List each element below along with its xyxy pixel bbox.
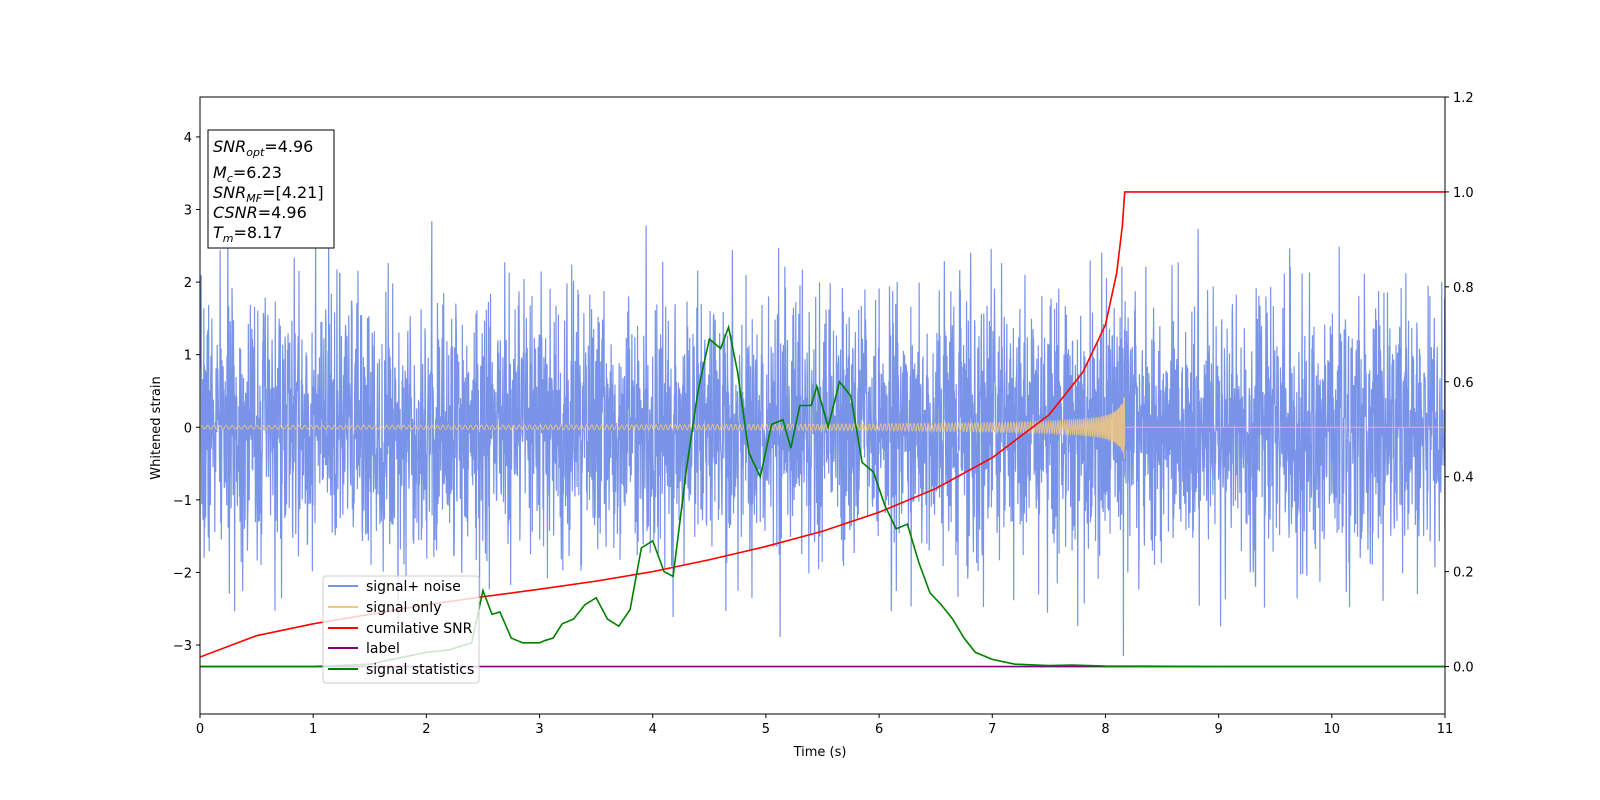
- y-left-tick-label: −1: [173, 494, 192, 509]
- snr-opt-symbol: SNR: [213, 137, 246, 156]
- mc-value: =6.23: [233, 163, 282, 182]
- x-tick-label: 1: [309, 722, 317, 737]
- legend-item-cumulative-snr: cumilative SNR: [328, 621, 473, 637]
- annotation-box-frame: [207, 129, 335, 249]
- x-tick-label: 9: [1214, 722, 1222, 737]
- x-tick-label: 11: [1437, 722, 1454, 737]
- y-left-tick-label: −2: [173, 566, 192, 581]
- legend-label-signal-noise: signal+ noise: [366, 579, 461, 595]
- series-signal-only-line: [200, 396, 1445, 460]
- snr-mf-subscript: MF: [246, 192, 262, 205]
- x-tick-label: 5: [762, 722, 770, 737]
- x-tick-label: 4: [649, 722, 657, 737]
- y-left-tick-label: 0: [184, 421, 192, 436]
- x-tick-label: 10: [1324, 722, 1341, 737]
- legend-label-signal-statistics: signal statistics: [366, 662, 474, 678]
- y-axis-label: Whitened strain: [149, 376, 164, 479]
- y-left-tick-label: 4: [184, 131, 192, 146]
- annotation-csnr: CSNR=4.96: [213, 203, 307, 222]
- annotation-snr-mf: SNRMF=[4.21]: [213, 183, 324, 205]
- mc-symbol: M: [213, 163, 227, 182]
- axes-frame: [199, 96, 1446, 715]
- legend-label-label: label: [366, 641, 400, 657]
- y-right-tick-label: 1.2: [1453, 91, 1474, 106]
- tm-value: =8.17: [234, 223, 283, 242]
- y-left-tick-label: 2: [184, 276, 192, 291]
- y-right-tick-label: 0.6: [1453, 376, 1474, 391]
- x-tick-label: 8: [1101, 722, 1109, 737]
- snr-mf-symbol: SNR: [213, 183, 246, 202]
- x-axis-label: Time (s): [793, 745, 847, 760]
- x-tick-label: 7: [988, 722, 996, 737]
- x-tick-label: 6: [875, 722, 883, 737]
- annotation-tm: Tm=8.17: [213, 223, 283, 245]
- x-tick-label: 3: [535, 722, 543, 737]
- axes-layer: 0 1 2 3 4 5 6 7 8 9 10 11 −3 −2 −1 0 1 2 3 4 0.0 0.2 0.4 0.6 0.8…: [173, 91, 1474, 737]
- snr-opt-subscript: opt: [246, 146, 265, 159]
- series-signal-statistics-line: [200, 324, 1445, 668]
- y-right-tick-label: 0.0: [1453, 661, 1474, 676]
- legend-item-signal-noise: signal+ noise: [328, 579, 461, 595]
- y-right-tick-label: 0.2: [1453, 566, 1474, 581]
- x-tick-label: 2: [422, 722, 430, 737]
- y-right-tick-label: 1.0: [1453, 186, 1474, 201]
- mc-subscript: c: [227, 172, 233, 185]
- y-left-tick-label: −3: [173, 639, 192, 654]
- y-right-tick-label: 0.4: [1453, 471, 1474, 486]
- annotation-box: SNRopt=4.96 Mc=6.23 SNRMF=[4.21] CSNR=4.…: [207, 129, 335, 249]
- y-left-tick-label: 3: [184, 204, 192, 219]
- y-right-tick-label: 0.8: [1453, 281, 1474, 296]
- tm-symbol: T: [213, 223, 224, 242]
- y-left-tick-label: 1: [184, 349, 192, 364]
- x-tick-label: 0: [196, 722, 204, 737]
- snr-opt-value: =4.96: [264, 137, 313, 156]
- tm-subscript: m: [223, 232, 234, 245]
- csnr-symbol: CSNR: [213, 203, 258, 222]
- snr-mf-value: =[4.21]: [262, 183, 324, 202]
- legend-label-cumulative-snr: cumilative SNR: [366, 621, 473, 637]
- legend-item-label: label: [328, 641, 400, 657]
- legend-frame: [322, 575, 480, 684]
- legend-item-signal-statistics: signal statistics: [328, 662, 474, 678]
- legend: signal+ noise signal only cumilative SNR…: [322, 575, 480, 684]
- legend-label-signal-only: signal only: [366, 600, 441, 616]
- legend-item-signal-only: signal only: [328, 600, 441, 616]
- csnr-value: =4.96: [258, 203, 307, 222]
- annotation-snr-opt: SNRopt=4.96: [213, 137, 313, 159]
- annotation-mc: Mc=6.23: [213, 163, 282, 185]
